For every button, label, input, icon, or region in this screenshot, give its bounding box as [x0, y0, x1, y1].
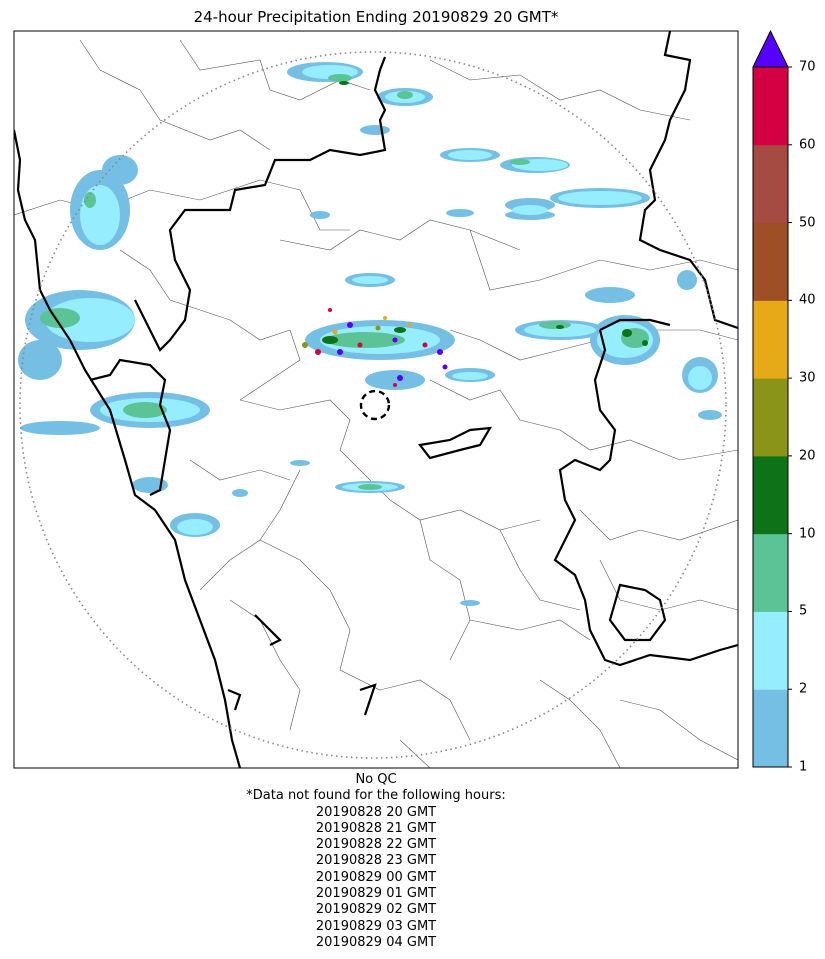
colorbar-segment — [753, 455, 788, 535]
colorbar-tick-label: 70 — [799, 59, 816, 75]
convective-cores — [302, 308, 448, 387]
missing-hour: 20190828 22 GMT — [315, 837, 437, 853]
colorbar-segment — [753, 378, 788, 457]
map-title: 24-hour Precipitation Ending 20190829 20… — [193, 8, 559, 26]
qc-note: No QC — [355, 772, 397, 787]
missing-hour: 20190829 04 GMT — [315, 934, 437, 950]
missing-hour: 20190828 20 GMT — [315, 804, 437, 820]
radar-site-marker — [359, 389, 391, 421]
colorbar-segment — [753, 533, 788, 612]
colorbar-tick-label: 50 — [799, 215, 816, 231]
colorbar-segment — [753, 144, 788, 224]
notes-block: No QC *Data not found for the following … — [14, 772, 738, 951]
colorbar-segment — [753, 67, 788, 146]
missing-header: *Data not found for the following hours: — [246, 788, 506, 804]
colorbar-tick-label: 2 — [799, 681, 808, 697]
radar-range-ring — [19, 51, 727, 759]
map-frame — [13, 30, 739, 769]
missing-hour: 20190829 03 GMT — [315, 918, 437, 934]
map-content — [14, 31, 738, 768]
colorbar-tick-label: 10 — [799, 526, 816, 542]
precip-10-20 — [322, 81, 648, 346]
colorbar-segment — [753, 689, 788, 768]
missing-hour: 20190829 00 GMT — [315, 869, 437, 885]
missing-hour: 20190829 02 GMT — [315, 902, 437, 918]
precip-5-10 — [40, 74, 649, 490]
colorbar-extend-arrow — [752, 29, 789, 68]
colorbar-segment — [753, 300, 788, 379]
colorbar-tick-label: 5 — [799, 603, 808, 619]
colorbar-segment — [753, 611, 788, 690]
colorbar-tick-label: 20 — [799, 448, 816, 464]
missing-hour: 20190829 01 GMT — [315, 886, 437, 902]
colorbar-tick-label: 1 — [799, 759, 808, 775]
missing-hour: 20190828 23 GMT — [315, 853, 437, 869]
missing-hour: 20190828 21 GMT — [315, 820, 437, 836]
colorbar-tick-label: 40 — [799, 292, 816, 308]
colorbar-tick-label: 60 — [799, 137, 816, 153]
colorbar-segment — [753, 222, 788, 301]
colorbar-outline — [752, 66, 789, 768]
colorbar — [752, 29, 792, 768]
district-boundaries — [14, 39, 738, 768]
colorbar-tick-label: 30 — [799, 370, 816, 386]
